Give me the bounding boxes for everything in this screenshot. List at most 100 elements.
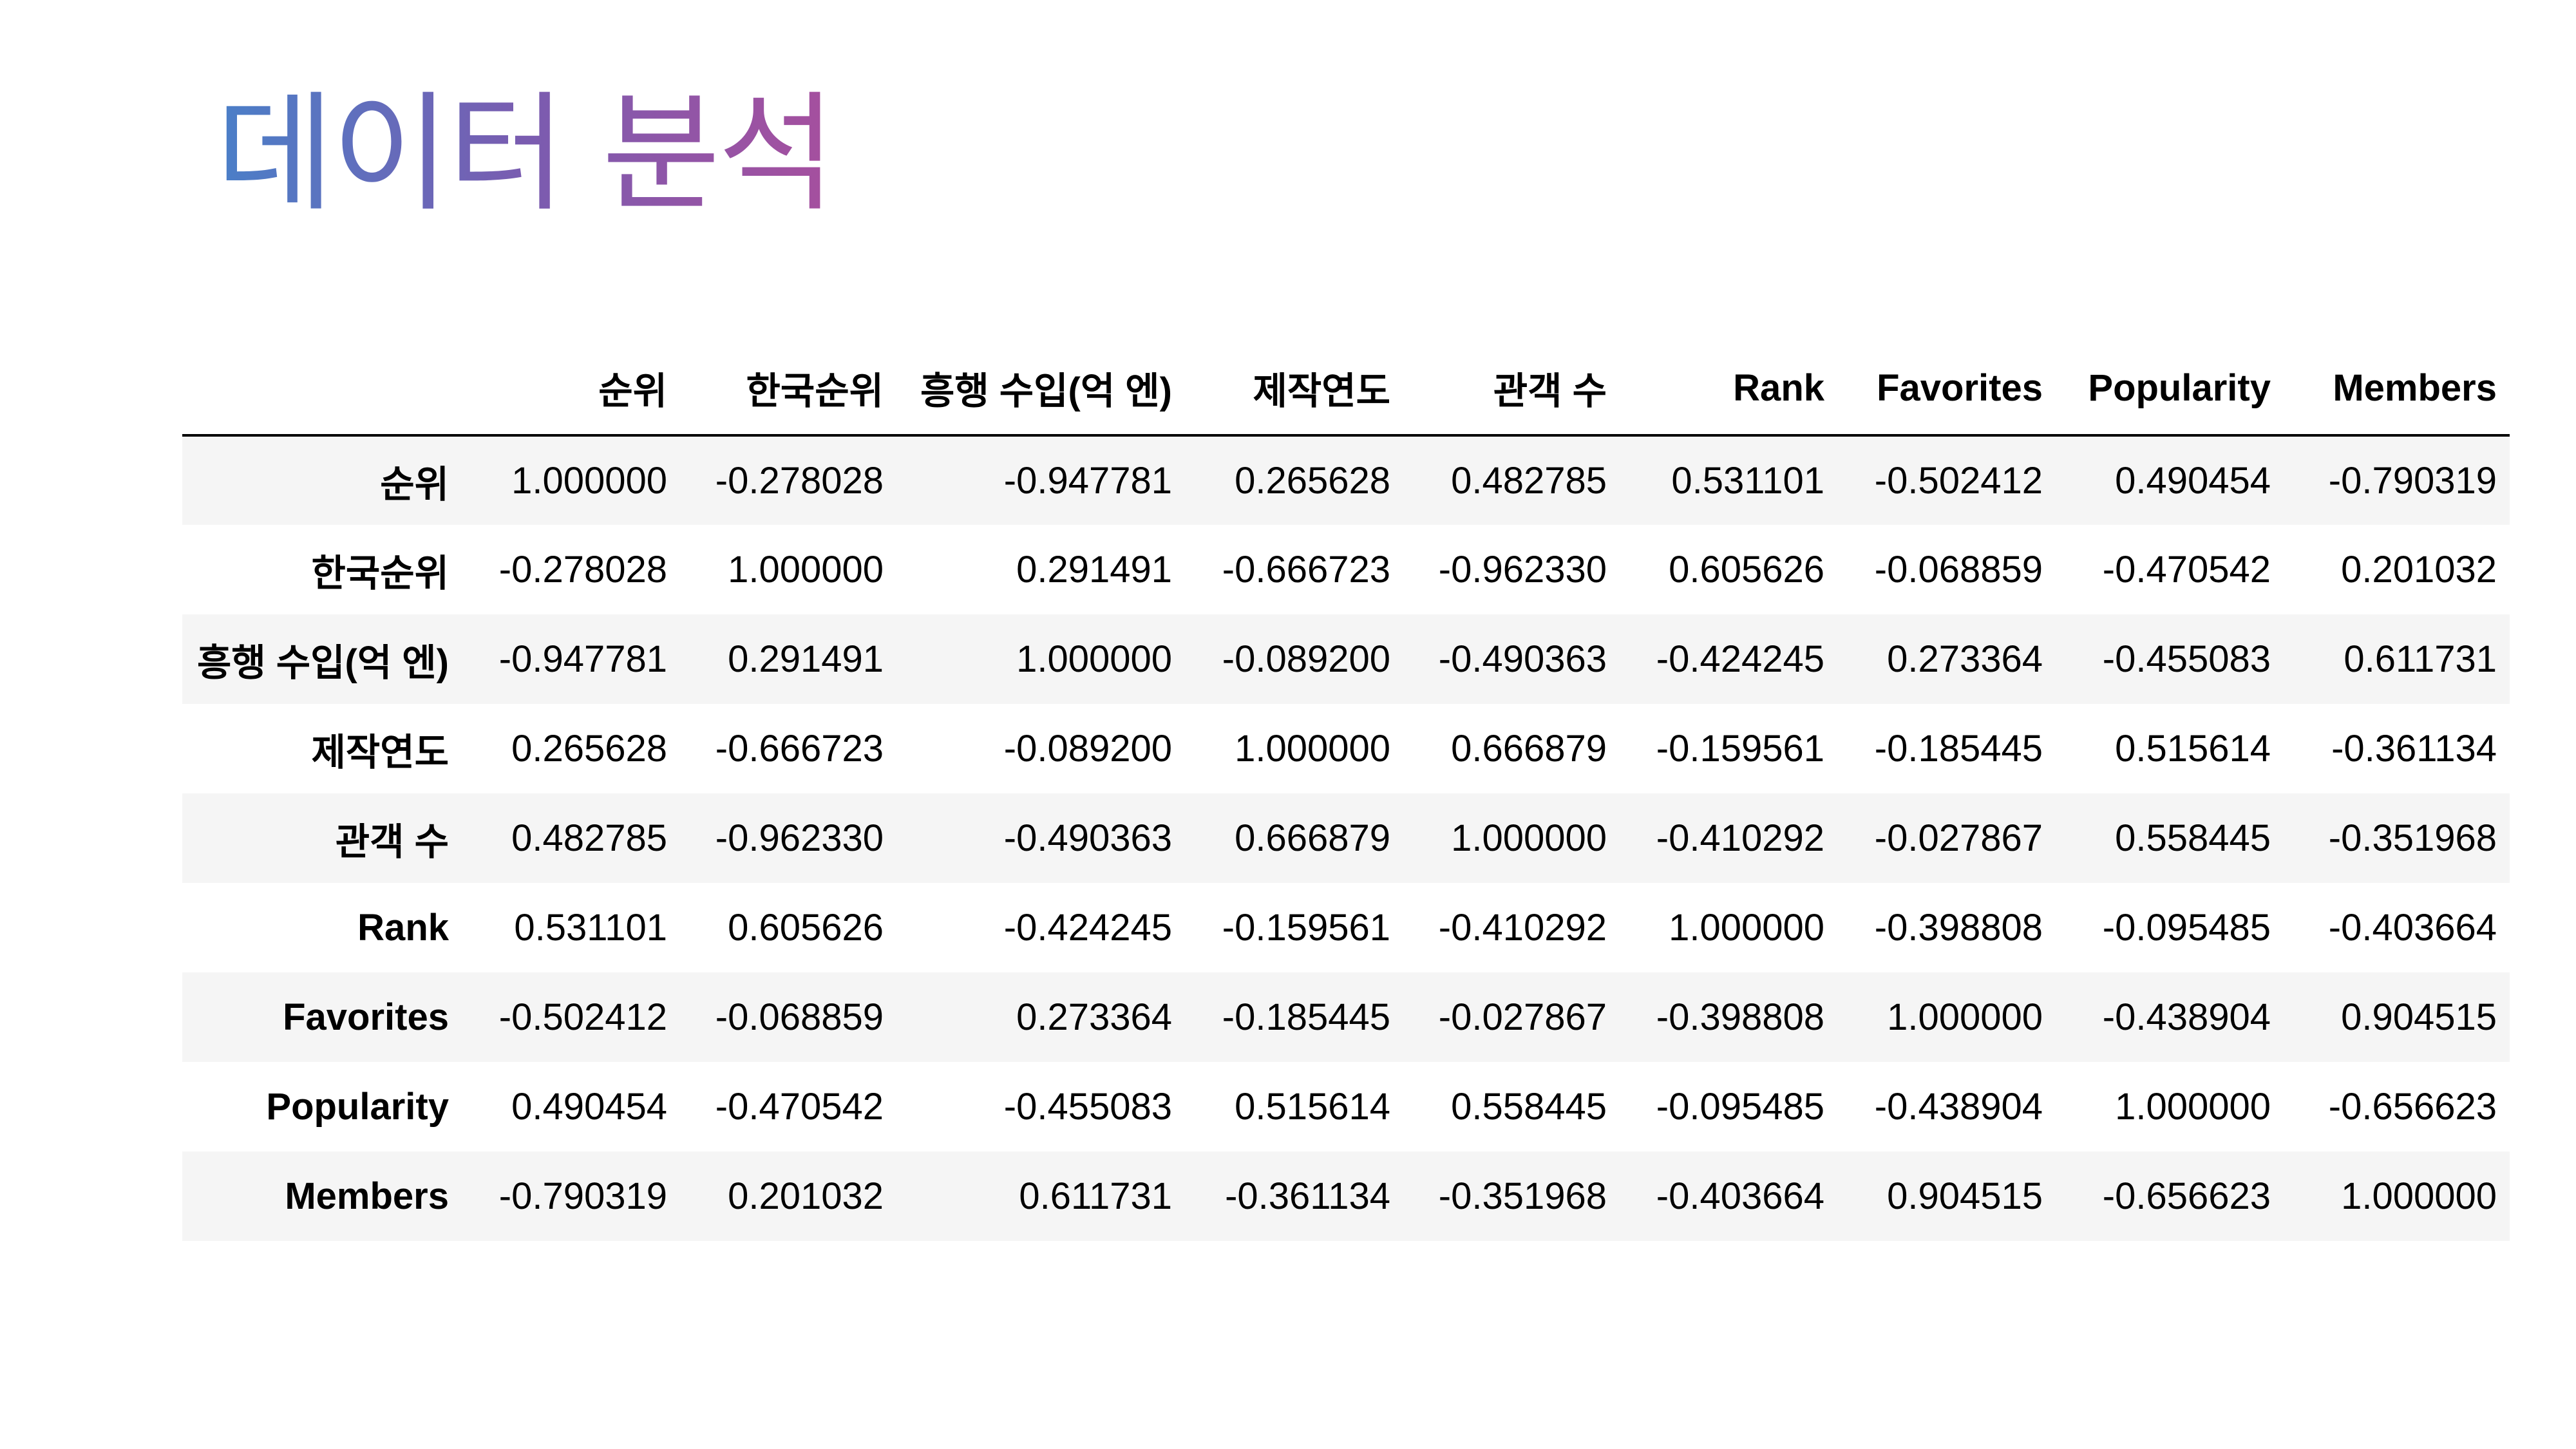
table-row: 순위 1.000000 -0.278028 -0.947781 0.265628 0.48… [182, 435, 2510, 525]
table-cell: -0.656623 [2328, 1086, 2497, 1128]
table-cell: -0.656623 [2102, 1175, 2271, 1217]
table-cell: 0.531101 [1671, 460, 1824, 502]
table-cell: 0.904515 [2341, 996, 2497, 1038]
column-header: Popularity [2056, 341, 2284, 437]
table-cell: -0.351968 [1438, 1175, 1607, 1217]
table-cell: -0.666723 [1222, 549, 1390, 591]
header-row: 순위 한국순위 흥행 수입(억 엔) 제작연도 관객 수 Rank Favorites Pop… [182, 341, 2510, 437]
table-cell: 0.273364 [1887, 638, 2043, 680]
table-cell: 0.265628 [1235, 460, 1390, 502]
row-label: Rank [357, 907, 449, 949]
table-cell: -0.398808 [1656, 996, 1824, 1038]
table-cell: -0.438904 [2102, 996, 2271, 1038]
column-header: 순위 [462, 341, 680, 437]
table-cell: -0.403664 [2328, 907, 2497, 949]
column-header: 흥행 수입(억 엔) [896, 341, 1185, 437]
table-cell: -0.403664 [1656, 1175, 1824, 1217]
table-cell: 0.490454 [2115, 460, 2271, 502]
table-cell: -0.027867 [1438, 996, 1607, 1038]
column-header: 관객 수 [1403, 341, 1620, 437]
table-cell: -0.470542 [715, 1086, 884, 1128]
table-cell: -0.962330 [715, 817, 884, 859]
row-label: 순위 [380, 463, 449, 506]
table-cell: 1.000000 [728, 549, 884, 591]
table-cell: 1.000000 [2115, 1086, 2271, 1128]
table-cell: 0.558445 [2115, 817, 2271, 859]
table-cell: 0.482785 [1451, 460, 1607, 502]
correlation-table: 순위 한국순위 흥행 수입(억 엔) 제작연도 관객 수 Rank Favorites Pop… [182, 341, 2510, 1241]
table-cell: 0.611731 [1019, 1175, 1172, 1217]
table-cell: 0.482785 [511, 817, 667, 859]
table-row: 관객 수 0.482785 -0.962330 -0.490363 0.666879 1.… [182, 793, 2510, 883]
table-cell: 0.666879 [1235, 817, 1390, 859]
table-cell: 1.000000 [1887, 996, 2043, 1038]
table-cell: -0.490363 [1003, 817, 1172, 859]
table-cell: -0.068859 [715, 996, 884, 1038]
table-cell: -0.947781 [1003, 460, 1172, 502]
table-cell: -0.361134 [1225, 1175, 1390, 1217]
table-cell: 0.273364 [1016, 996, 1172, 1038]
column-header: 제작연도 [1185, 341, 1403, 437]
table-cell: -0.159561 [1656, 728, 1824, 770]
table-cell: 0.558445 [1451, 1086, 1607, 1128]
table-cell: 1.000000 [2341, 1175, 2497, 1217]
table-cell: -0.361134 [2331, 728, 2497, 770]
table-cell: -0.962330 [1438, 549, 1607, 591]
table-cell: 0.515614 [1235, 1086, 1390, 1128]
column-header: Favorites [1837, 341, 2056, 437]
row-label: 제작연도 [311, 731, 449, 773]
table-cell: -0.470542 [2102, 549, 2271, 591]
table-cell: 0.904515 [1887, 1175, 2043, 1217]
table-cell: 0.666879 [1451, 728, 1607, 770]
table-cell: -0.068859 [1874, 549, 2043, 591]
table-row: Favorites -0.502412 -0.068859 0.273364 -0.18… [182, 972, 2510, 1062]
table-cell: 0.201032 [2341, 549, 2497, 591]
table-cell: 0.605626 [1669, 549, 1824, 591]
table-cell: 0.265628 [511, 728, 667, 770]
table-cell: -0.185445 [1222, 996, 1390, 1038]
table-cell: -0.089200 [1222, 638, 1390, 680]
table-cell: 1.000000 [1451, 817, 1607, 859]
table-cell: 0.291491 [1016, 549, 1172, 591]
table-cell: -0.947781 [498, 638, 667, 680]
row-label: Popularity [266, 1086, 449, 1128]
row-label: Favorites [283, 996, 449, 1038]
table-cell: -0.502412 [498, 996, 667, 1038]
table-row: 흥행 수입(억 엔) -0.947781 0.291491 1.000000 -0.08… [182, 614, 2510, 704]
table-cell: -0.424245 [1003, 907, 1172, 949]
table-cell: 0.201032 [728, 1175, 884, 1217]
table-cell: -0.424245 [1656, 638, 1824, 680]
table-row: Members -0.790319 0.201032 0.611731 -0.36113… [182, 1151, 2510, 1241]
table-cell: -0.790319 [2328, 460, 2497, 502]
column-header: 한국순위 [680, 341, 896, 437]
table-cell: -0.095485 [2102, 907, 2271, 949]
table-cell: 1.000000 [1235, 728, 1390, 770]
table-row: Popularity 0.490454 -0.470542 -0.455083 0.51… [182, 1062, 2510, 1151]
table-cell: -0.095485 [1656, 1086, 1824, 1128]
table-cell: -0.438904 [1874, 1086, 2043, 1128]
table-cell: 0.490454 [511, 1086, 667, 1128]
table-cell: -0.398808 [1874, 907, 2043, 949]
table-cell: 0.605626 [728, 907, 884, 949]
table-cell: -0.410292 [1438, 907, 1607, 949]
column-header: Rank [1620, 341, 1837, 437]
column-header: Members [2284, 341, 2510, 437]
row-label: 흥행 수입(억 엔) [196, 641, 449, 684]
row-label: Members [285, 1175, 449, 1217]
table-cell: -0.455083 [1003, 1086, 1172, 1128]
table-cell: 0.611731 [2344, 638, 2497, 680]
table-cell: -0.455083 [2102, 638, 2271, 680]
table-cell: -0.490363 [1438, 638, 1607, 680]
row-label: 관객 수 [335, 820, 449, 863]
row-label: 한국순위 [311, 552, 449, 594]
table-cell: -0.351968 [2328, 817, 2497, 859]
table-cell: -0.278028 [498, 549, 667, 591]
page-title: 데이터 분석 [216, 77, 837, 232]
table-cell: -0.159561 [1222, 907, 1390, 949]
table-cell: -0.502412 [1874, 460, 2043, 502]
table-cell: -0.790319 [498, 1175, 667, 1217]
table-cell: -0.027867 [1874, 817, 2043, 859]
table-row: 한국순위 -0.278028 1.000000 0.291491 -0.666723 -0… [182, 525, 2510, 614]
table-cell: 1.000000 [1669, 907, 1824, 949]
index-header [182, 341, 462, 437]
